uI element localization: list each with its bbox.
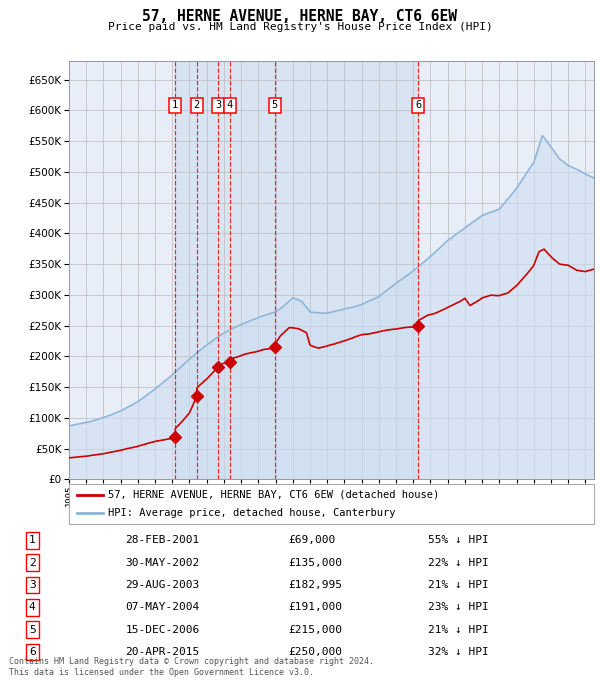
Text: Price paid vs. HM Land Registry's House Price Index (HPI): Price paid vs. HM Land Registry's House …	[107, 22, 493, 32]
Text: 20-APR-2015: 20-APR-2015	[125, 647, 200, 657]
Text: 21% ↓ HPI: 21% ↓ HPI	[428, 580, 489, 590]
Text: 1: 1	[29, 535, 35, 545]
Text: 5: 5	[29, 624, 35, 634]
Text: 15-DEC-2006: 15-DEC-2006	[125, 624, 200, 634]
Text: £215,000: £215,000	[289, 624, 343, 634]
Bar	[175, 61, 418, 479]
Text: 29-AUG-2003: 29-AUG-2003	[125, 580, 200, 590]
Text: £135,000: £135,000	[289, 558, 343, 568]
Text: £182,995: £182,995	[289, 580, 343, 590]
Text: 23% ↓ HPI: 23% ↓ HPI	[428, 602, 489, 612]
Text: £191,000: £191,000	[289, 602, 343, 612]
Text: 3: 3	[215, 101, 221, 110]
Text: 30-MAY-2002: 30-MAY-2002	[125, 558, 200, 568]
Text: £69,000: £69,000	[289, 535, 335, 545]
Text: 57, HERNE AVENUE, HERNE BAY, CT6 6EW: 57, HERNE AVENUE, HERNE BAY, CT6 6EW	[143, 9, 458, 24]
Text: 57, HERNE AVENUE, HERNE BAY, CT6 6EW (detached house): 57, HERNE AVENUE, HERNE BAY, CT6 6EW (de…	[109, 490, 440, 500]
Text: 55% ↓ HPI: 55% ↓ HPI	[428, 535, 489, 545]
Text: 4: 4	[227, 101, 233, 110]
Text: 28-FEB-2001: 28-FEB-2001	[125, 535, 200, 545]
Text: 3: 3	[29, 580, 35, 590]
Text: 1: 1	[172, 101, 178, 110]
Text: 5: 5	[272, 101, 278, 110]
Text: 32% ↓ HPI: 32% ↓ HPI	[428, 647, 489, 657]
Text: 2: 2	[193, 101, 200, 110]
FancyBboxPatch shape	[69, 484, 594, 524]
Text: 21% ↓ HPI: 21% ↓ HPI	[428, 624, 489, 634]
Text: Contains HM Land Registry data © Crown copyright and database right 2024.
This d: Contains HM Land Registry data © Crown c…	[9, 657, 374, 677]
Text: 22% ↓ HPI: 22% ↓ HPI	[428, 558, 489, 568]
Text: 07-MAY-2004: 07-MAY-2004	[125, 602, 200, 612]
Text: 6: 6	[415, 101, 422, 110]
Text: 2: 2	[29, 558, 35, 568]
Text: 6: 6	[29, 647, 35, 657]
Text: £250,000: £250,000	[289, 647, 343, 657]
Text: HPI: Average price, detached house, Canterbury: HPI: Average price, detached house, Cant…	[109, 508, 396, 518]
Text: 4: 4	[29, 602, 35, 612]
